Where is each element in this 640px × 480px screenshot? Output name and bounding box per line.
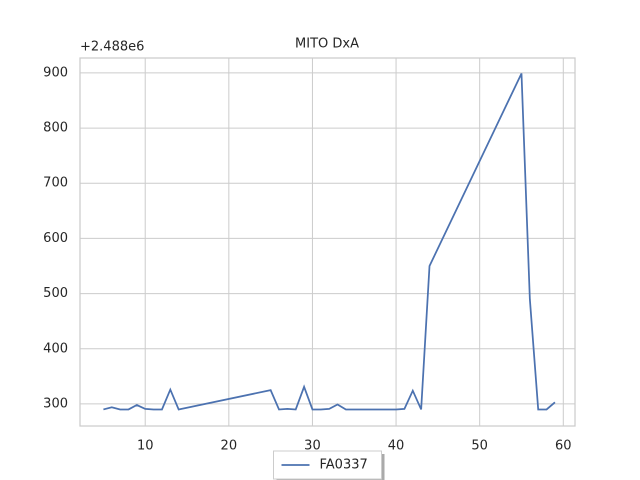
x-tick-label: 30 — [304, 439, 321, 454]
y-tick-label: 400 — [43, 341, 68, 356]
y-tick-label: 700 — [43, 176, 68, 191]
y-tick-label: 300 — [43, 396, 68, 411]
y-tick-label: 800 — [43, 121, 68, 136]
data-line — [103, 73, 556, 411]
legend-label: FA0337 — [320, 458, 368, 473]
offset-label: +2.488e6 — [80, 40, 144, 55]
plot-frame — [79, 57, 576, 427]
x-tick-label: 10 — [137, 439, 154, 454]
chart-title: MITO DxA — [295, 37, 359, 52]
y-tick-label: 900 — [43, 65, 68, 80]
x-tick-label: 60 — [555, 439, 572, 454]
x-tick-label: 40 — [388, 439, 405, 454]
x-tick-label: 20 — [221, 439, 238, 454]
x-tick-label: 50 — [471, 439, 488, 454]
y-tick-label: 500 — [43, 286, 68, 301]
y-tick-label: 600 — [43, 231, 68, 246]
